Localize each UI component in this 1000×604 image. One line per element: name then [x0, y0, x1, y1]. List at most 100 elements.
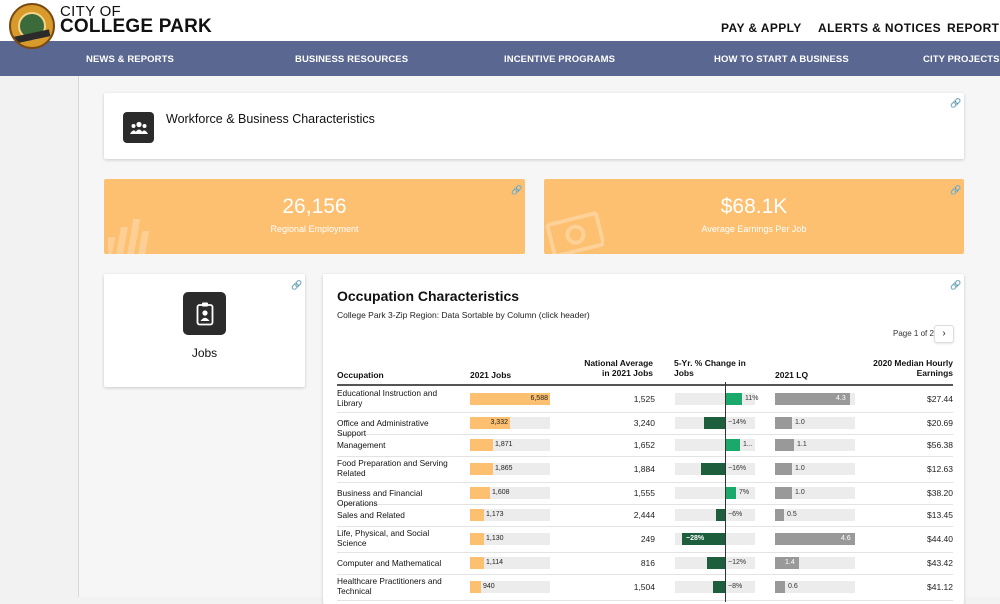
kpi-average-earnings: $68.1K Average Earnings Per Job 🔗 [544, 179, 964, 254]
change-value: 7% [739, 489, 750, 496]
occupation-card: 🔗 Occupation Characteristics College Par… [323, 274, 964, 604]
occupation-name: Healthcare Practitioners and Technical [337, 576, 442, 596]
change-value: −14% [728, 419, 747, 426]
lq-bar-track [775, 509, 855, 521]
national-average-value: 249 [640, 534, 655, 544]
jobs-bar-track [470, 487, 550, 499]
lq-bar-track [775, 487, 855, 499]
jobs-value: 1,608 [492, 489, 510, 496]
logo-text-college-park[interactable]: COLLEGE PARK [60, 16, 212, 37]
national-average-value: 1,504 [633, 582, 655, 592]
lq-value: 4.6 [841, 535, 851, 542]
change-bar [682, 533, 725, 545]
jobs-bar [470, 581, 481, 593]
col-header-lq[interactable]: 2021 LQ [775, 370, 809, 380]
jobs-bar-track [470, 533, 550, 545]
table-row: Food Preparation and Serving Related 1,86… [337, 456, 953, 483]
change-value: −28% [686, 535, 705, 542]
change-zero-line [725, 382, 726, 602]
median-earnings-value: $44.40 [927, 534, 953, 544]
main-nav: NEWS & REPORTS BUSINESS RESOURCES INCENT… [0, 41, 1000, 76]
jobs-bar [470, 393, 550, 405]
occupation-title: Occupation Characteristics [337, 288, 520, 304]
report-link[interactable]: REPORT [947, 21, 1000, 35]
jobs-bar [470, 533, 484, 545]
change-value: −12% [728, 559, 747, 566]
jobs-value: 1,865 [495, 465, 513, 472]
kpi-label: Regional Employment [270, 224, 359, 234]
change-value: −16% [728, 465, 747, 472]
jobs-value: 940 [483, 583, 495, 590]
jobs-bar [470, 439, 493, 451]
college-park-seal[interactable] [9, 3, 55, 49]
median-earnings-value: $41.12 [927, 582, 953, 592]
jobs-bar [470, 557, 484, 569]
occupation-name: Sales and Related [337, 510, 405, 520]
link-icon[interactable]: 🔗 [511, 185, 523, 195]
col-header-occupation[interactable]: Occupation [337, 370, 384, 380]
jobs-card[interactable]: Jobs 🔗 [104, 274, 305, 387]
national-average-value: 1,555 [633, 488, 655, 498]
national-average-value: 1,652 [633, 440, 655, 450]
header-divider [337, 384, 953, 386]
jobs-bar-track [470, 557, 550, 569]
occupation-name: Food Preparation and Serving Related [337, 458, 448, 478]
chevron-right-icon[interactable]: › [934, 325, 954, 343]
occupation-name: Educational Instruction and Library [337, 388, 438, 408]
pay-apply-link[interactable]: PAY & APPLY [721, 21, 802, 35]
lq-bar-track [775, 439, 855, 451]
nav-how-to-start-business[interactable]: HOW TO START A BUSINESS [714, 54, 849, 65]
link-icon[interactable]: 🔗 [291, 280, 303, 290]
lq-bar [775, 393, 850, 405]
occupation-subtitle: College Park 3-Zip Region: Data Sortable… [337, 310, 590, 320]
median-earnings-value: $13.45 [927, 510, 953, 520]
badge-icon [183, 292, 226, 335]
change-bar [725, 487, 736, 499]
top-header: CITY OF COLLEGE PARK PAY & APPLY ALERTS … [0, 0, 1000, 49]
lq-bar-track [775, 463, 855, 475]
kpi-value: 26,156 [282, 195, 347, 218]
table-row: Business and Financial Operations 1,608 1,… [337, 482, 953, 508]
logo-text-city-of[interactable]: CITY OF [60, 3, 121, 20]
nav-news-reports[interactable]: NEWS & REPORTS [86, 54, 174, 65]
col-header-earnings[interactable]: 2020 Median Hourly Earnings [873, 358, 953, 378]
nav-city-projects[interactable]: CITY PROJECTS [923, 54, 1000, 65]
table-row: Computer and Mathematical 1,114 816 −12% 1.4… [337, 552, 953, 575]
median-earnings-value: $12.63 [927, 464, 953, 474]
occupation-name: Office and Administrative Support [337, 418, 429, 438]
lq-bar [775, 533, 855, 545]
link-icon[interactable]: 🔗 [950, 98, 962, 108]
money-watermark-icon [545, 211, 604, 254]
occupation-name: Life, Physical, and Social Science [337, 528, 430, 548]
national-average-value: 816 [640, 558, 655, 568]
lq-bar [775, 439, 794, 451]
link-icon[interactable]: 🔗 [950, 280, 962, 290]
change-bar [701, 463, 725, 475]
lq-bar [775, 463, 792, 475]
table-row: Sales and Related 1,173 2,444 −6% 0.5 $13.45 [337, 504, 953, 527]
col-header-jobs[interactable]: 2021 Jobs [470, 370, 512, 380]
national-average-value: 1,884 [633, 464, 655, 474]
lq-value: 0.6 [788, 583, 798, 590]
alerts-notices-link[interactable]: ALERTS & NOTICES [818, 21, 942, 35]
median-earnings-value: $56.38 [927, 440, 953, 450]
change-value: 11% [745, 395, 759, 402]
jobs-value: 3,332 [490, 419, 508, 426]
change-bar [725, 393, 742, 405]
nav-business-resources[interactable]: BUSINESS RESOURCES [295, 54, 409, 65]
change-bar-track [675, 509, 755, 521]
lq-value: 1.0 [795, 465, 805, 472]
col-header-national-avg[interactable]: National Average in 2021 Jobs [584, 358, 653, 378]
occupation-name: Business and Financial Operations [337, 488, 423, 508]
occupation-name: Computer and Mathematical [337, 558, 442, 568]
link-icon[interactable]: 🔗 [950, 185, 962, 195]
lq-bar [775, 557, 799, 569]
section-title: Workforce & Business Characteristics [166, 112, 375, 126]
nav-incentive-programs[interactable]: INCENTIVE PROGRAMS [504, 54, 616, 65]
jobs-bar [470, 463, 493, 475]
col-header-change[interactable]: 5-Yr. % Change in Jobs [674, 358, 746, 378]
table-row: Educational Instruction and Library 6,588… [337, 386, 953, 413]
jobs-value: 1,130 [486, 535, 504, 542]
lq-bar [775, 417, 792, 429]
lq-value: 4.3 [836, 395, 846, 402]
